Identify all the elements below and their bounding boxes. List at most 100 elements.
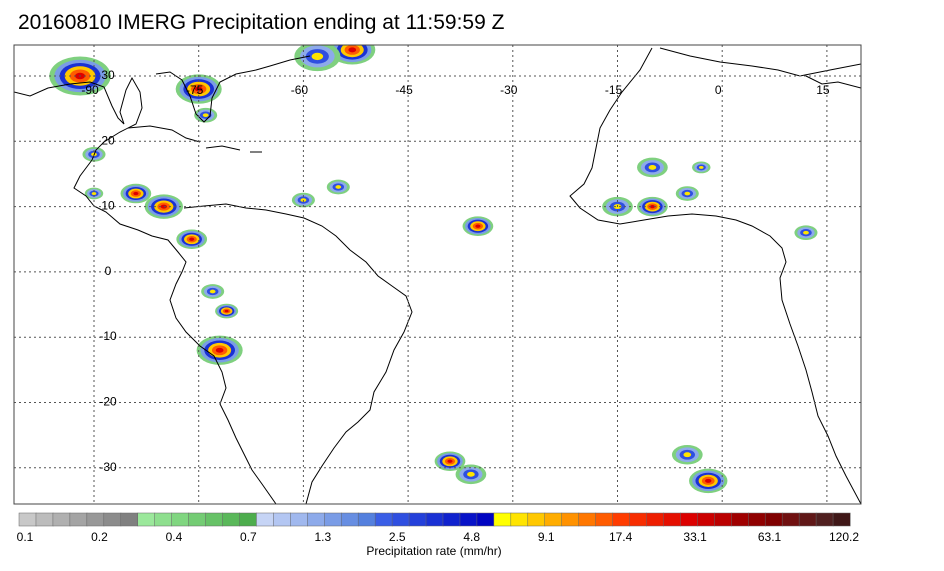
colorbar-swatch xyxy=(408,512,427,527)
colorbar-swatch xyxy=(103,512,122,527)
precip-cell xyxy=(683,452,692,458)
precip-cell xyxy=(224,309,229,313)
colorbar-tick-label: 17.4 xyxy=(609,530,633,544)
colorbar-tick-label: 63.1 xyxy=(758,530,782,544)
colorbar-title: Precipitation rate (mm/hr) xyxy=(366,544,501,558)
longitude-label: -60 xyxy=(291,83,309,97)
colorbar-tick-label: 120.2 xyxy=(829,530,859,544)
colorbar-swatch xyxy=(781,512,800,527)
colorbar-swatch xyxy=(629,512,648,527)
precip-cell xyxy=(705,478,712,483)
colorbar-swatch xyxy=(120,512,139,527)
longitude-label: -45 xyxy=(395,83,413,97)
colorbar-swatch xyxy=(18,512,37,527)
latitude-label: 0 xyxy=(105,264,112,278)
longitude-labels: -90 -75 -60 -45 -30 -15 0 15 xyxy=(81,83,830,97)
colorbar-swatch xyxy=(714,512,732,527)
precip-cell xyxy=(215,347,224,353)
precip-cell xyxy=(194,86,203,92)
longitude-label: 0 xyxy=(715,83,722,97)
precip-cell xyxy=(803,230,809,235)
colorbar-swatch xyxy=(832,512,851,527)
colorbar-swatch xyxy=(815,512,834,527)
colorbar-tick-label: 0.7 xyxy=(240,530,257,544)
precip-cell xyxy=(209,289,216,294)
colorbar-swatch xyxy=(663,512,681,527)
colorbar-swatch xyxy=(731,512,749,527)
colorbar-swatch xyxy=(612,512,631,527)
colorbar-swatch xyxy=(35,512,54,527)
colorbar-swatch xyxy=(307,512,325,527)
colorbar-swatch xyxy=(391,512,410,527)
coastline-north-america xyxy=(14,76,277,504)
colorbar-swatch xyxy=(340,512,359,527)
longitude-label: -90 xyxy=(81,83,99,97)
colorbar-tick-label: 0.4 xyxy=(166,530,183,544)
precip-cell xyxy=(648,164,657,170)
precip-cell xyxy=(91,192,97,196)
colorbar-tick-label: 9.1 xyxy=(538,530,555,544)
colorbar-swatch xyxy=(52,512,71,527)
latitude-label: 20 xyxy=(101,133,115,147)
colorbar-swatch xyxy=(493,512,512,527)
colorbar-swatch xyxy=(544,512,563,527)
latitude-labels: 30 20 10 0 -10 -20 -30 xyxy=(99,68,117,474)
latitude-label: 10 xyxy=(101,199,115,213)
graticule xyxy=(14,45,861,504)
colorbar-swatch xyxy=(273,512,291,527)
coastline-europe-africa-north xyxy=(659,47,861,77)
longitude-label: -75 xyxy=(186,83,204,97)
colorbar-swatch xyxy=(171,512,190,527)
colorbar-swatch xyxy=(324,512,342,527)
coastline-mediterranean-east xyxy=(805,75,861,89)
colorbar-swatch xyxy=(764,512,783,527)
colorbar-swatch xyxy=(510,512,529,527)
longitude-label: -15 xyxy=(605,83,623,97)
coastline-south-america xyxy=(183,203,413,504)
colorbar-swatch xyxy=(188,512,207,527)
latitude-label: 30 xyxy=(101,68,115,82)
latitude-label: -10 xyxy=(99,329,117,343)
colorbar-tick-label: 2.5 xyxy=(389,530,406,544)
colorbar-swatch xyxy=(256,512,274,527)
colorbar-tick-label: 4.8 xyxy=(463,530,480,544)
precip-cell xyxy=(335,185,342,189)
colorbar-tick-label: 0.2 xyxy=(91,530,108,544)
colorbar-swatch xyxy=(527,512,546,527)
colorbar-swatch xyxy=(595,512,614,527)
colorbar xyxy=(18,512,851,527)
colorbar-swatch xyxy=(374,512,393,527)
colorbar-swatch xyxy=(747,512,766,527)
colorbar-swatch xyxy=(154,512,173,527)
colorbar-swatch xyxy=(222,512,241,527)
colorbar-tick-label: 0.1 xyxy=(17,530,34,544)
precip-cell xyxy=(133,191,139,196)
colorbar-swatch xyxy=(646,512,664,527)
coastline-africa xyxy=(569,47,861,504)
coastline-hispaniola xyxy=(205,145,241,151)
precip-cell xyxy=(202,113,209,118)
precip-cell xyxy=(447,459,453,463)
colorbar-swatch xyxy=(561,512,580,527)
colorbar-swatch xyxy=(357,512,376,527)
precipitation-layer xyxy=(49,45,818,494)
longitude-label: 15 xyxy=(816,83,830,97)
colorbar-swatch xyxy=(290,512,308,527)
colorbar-tick-label: 1.3 xyxy=(314,530,331,544)
colorbar-tick-labels: 0.1 0.2 0.4 0.7 1.3 2.5 4.8 9.1 17.4 33.1 63.1 120.… xyxy=(17,530,860,544)
colorbar-swatch xyxy=(697,512,715,527)
coastline-cuba xyxy=(127,125,201,143)
colorbar-tick-label: 33.1 xyxy=(683,530,707,544)
precip-cell xyxy=(189,237,195,241)
map-frame xyxy=(13,44,862,505)
colorbar-swatch xyxy=(578,512,597,527)
coastline-layer xyxy=(14,47,861,504)
colorbar-swatch xyxy=(425,512,444,527)
colorbar-swatch xyxy=(459,512,478,527)
precip-cell xyxy=(160,204,167,209)
coastline-florida xyxy=(155,55,311,123)
precip-cell xyxy=(311,52,324,61)
longitude-label: -30 xyxy=(500,83,518,97)
precip-cell xyxy=(698,165,704,169)
